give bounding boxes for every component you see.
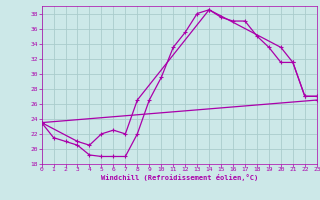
X-axis label: Windchill (Refroidissement éolien,°C): Windchill (Refroidissement éolien,°C) (100, 174, 258, 181)
